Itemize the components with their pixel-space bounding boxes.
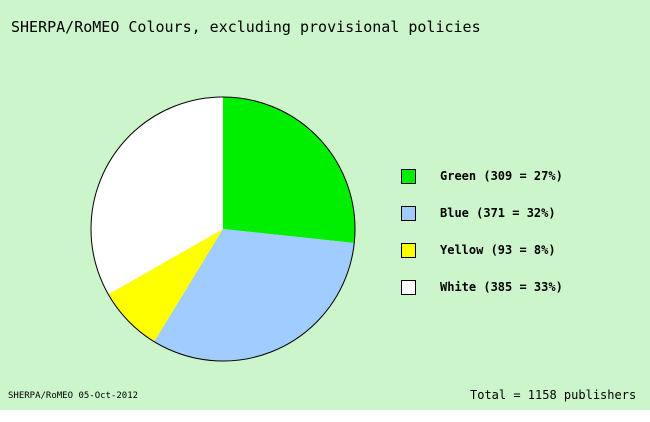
pie-outline bbox=[90, 96, 356, 362]
legend-item-yellow: Yellow (93 = 8%) bbox=[401, 240, 563, 260]
total-note: Total = 1158 publishers bbox=[470, 388, 637, 402]
legend-label-white: White (385 = 33%) bbox=[440, 280, 563, 294]
legend-item-blue: Blue (371 = 32%) bbox=[401, 203, 563, 223]
legend-item-green: Green (309 = 27%) bbox=[401, 166, 563, 186]
pie-slice-white bbox=[91, 97, 223, 295]
pie-slice-yellow bbox=[108, 229, 223, 342]
legend-item-white: White (385 = 33%) bbox=[401, 277, 563, 297]
legend-label-green: Green (309 = 27%) bbox=[440, 169, 563, 183]
source-note: SHERPA/RoMEO 05-Oct-2012 bbox=[8, 391, 139, 401]
pie-slice-green bbox=[223, 97, 355, 243]
legend-swatch-green bbox=[401, 168, 416, 184]
legend-label-yellow: Yellow (93 = 8%) bbox=[440, 243, 556, 257]
pie-slice-blue bbox=[154, 229, 355, 361]
legend-swatch-white bbox=[401, 279, 416, 295]
chart-title: SHERPA/RoMEO Colours, excluding provisio… bbox=[11, 18, 481, 36]
legend-swatch-yellow bbox=[401, 242, 416, 258]
legend-label-blue: Blue (371 = 32%) bbox=[440, 206, 556, 220]
chart-panel: SHERPA/RoMEO Colours, excluding provisio… bbox=[0, 0, 650, 410]
legend-swatch-blue bbox=[401, 205, 416, 221]
pie-chart bbox=[90, 96, 356, 362]
legend: Green (309 = 27%) Blue (371 = 32%) Yello… bbox=[401, 166, 563, 314]
